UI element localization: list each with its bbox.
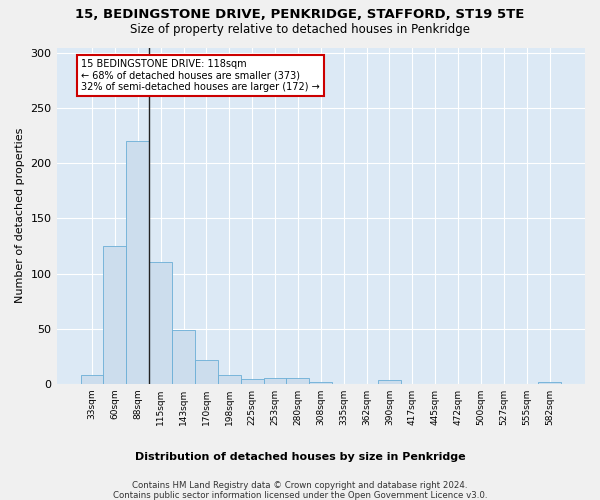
Bar: [310, 382, 332, 384]
Bar: [263, 378, 286, 384]
Text: 15 BEDINGSTONE DRIVE: 118sqm
← 68% of detached houses are smaller (373)
32% of s: 15 BEDINGSTONE DRIVE: 118sqm ← 68% of de…: [81, 58, 320, 92]
Bar: [80, 375, 103, 384]
Y-axis label: Number of detached properties: Number of detached properties: [15, 128, 25, 304]
Bar: [127, 141, 149, 384]
Bar: [286, 378, 310, 384]
Bar: [195, 360, 218, 384]
Bar: [149, 262, 172, 384]
Bar: [241, 380, 263, 384]
Bar: [538, 382, 561, 384]
Text: Contains public sector information licensed under the Open Government Licence v3: Contains public sector information licen…: [113, 491, 487, 500]
Text: Contains HM Land Registry data © Crown copyright and database right 2024.: Contains HM Land Registry data © Crown c…: [132, 481, 468, 490]
Bar: [218, 375, 241, 384]
Text: Distribution of detached houses by size in Penkridge: Distribution of detached houses by size …: [134, 452, 466, 462]
Text: 15, BEDINGSTONE DRIVE, PENKRIDGE, STAFFORD, ST19 5TE: 15, BEDINGSTONE DRIVE, PENKRIDGE, STAFFO…: [76, 8, 524, 20]
Bar: [378, 380, 401, 384]
Text: Size of property relative to detached houses in Penkridge: Size of property relative to detached ho…: [130, 22, 470, 36]
Bar: [103, 246, 127, 384]
Bar: [172, 330, 195, 384]
